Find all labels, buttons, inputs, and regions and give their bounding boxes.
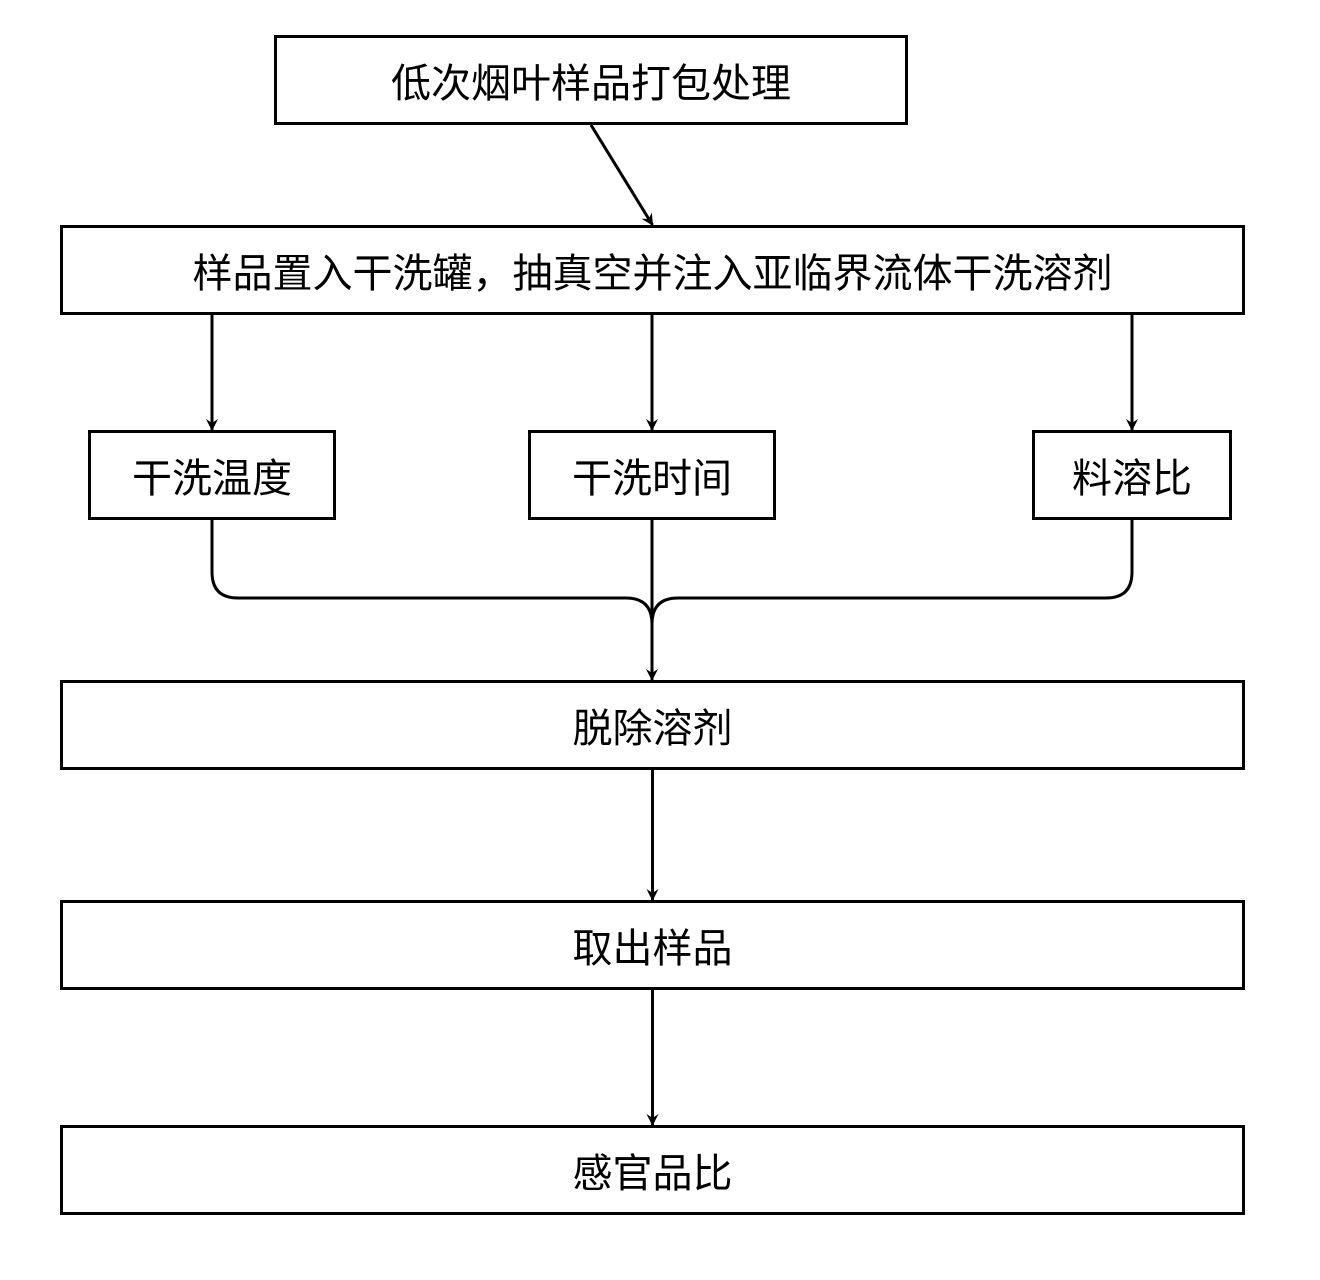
flow-node-n5: 料溶比 [1032, 430, 1232, 520]
flow-node-label: 干洗时间 [572, 446, 732, 504]
flow-node-label: 感官品比 [573, 1141, 733, 1199]
flow-node-n6: 脱除溶剂 [60, 680, 1245, 770]
flow-node-label: 样品置入干洗罐，抽真空并注入亚临界流体干洗溶剂 [193, 241, 1113, 299]
flow-arrows [0, 0, 1320, 1280]
flow-node-n4: 干洗时间 [528, 430, 776, 520]
flow-node-n7: 取出样品 [60, 900, 1245, 990]
flow-node-label: 脱除溶剂 [573, 696, 733, 754]
flow-node-label: 料溶比 [1072, 446, 1192, 504]
flow-node-n8: 感官品比 [60, 1125, 1245, 1215]
flow-node-n1: 低次烟叶样品打包处理 [274, 35, 908, 125]
flow-node-label: 低次烟叶样品打包处理 [391, 51, 791, 109]
flow-node-n3: 干洗温度 [88, 430, 336, 520]
flow-node-n2: 样品置入干洗罐，抽真空并注入亚临界流体干洗溶剂 [60, 225, 1245, 315]
flow-node-label: 干洗温度 [132, 446, 292, 504]
flow-node-label: 取出样品 [573, 916, 733, 974]
